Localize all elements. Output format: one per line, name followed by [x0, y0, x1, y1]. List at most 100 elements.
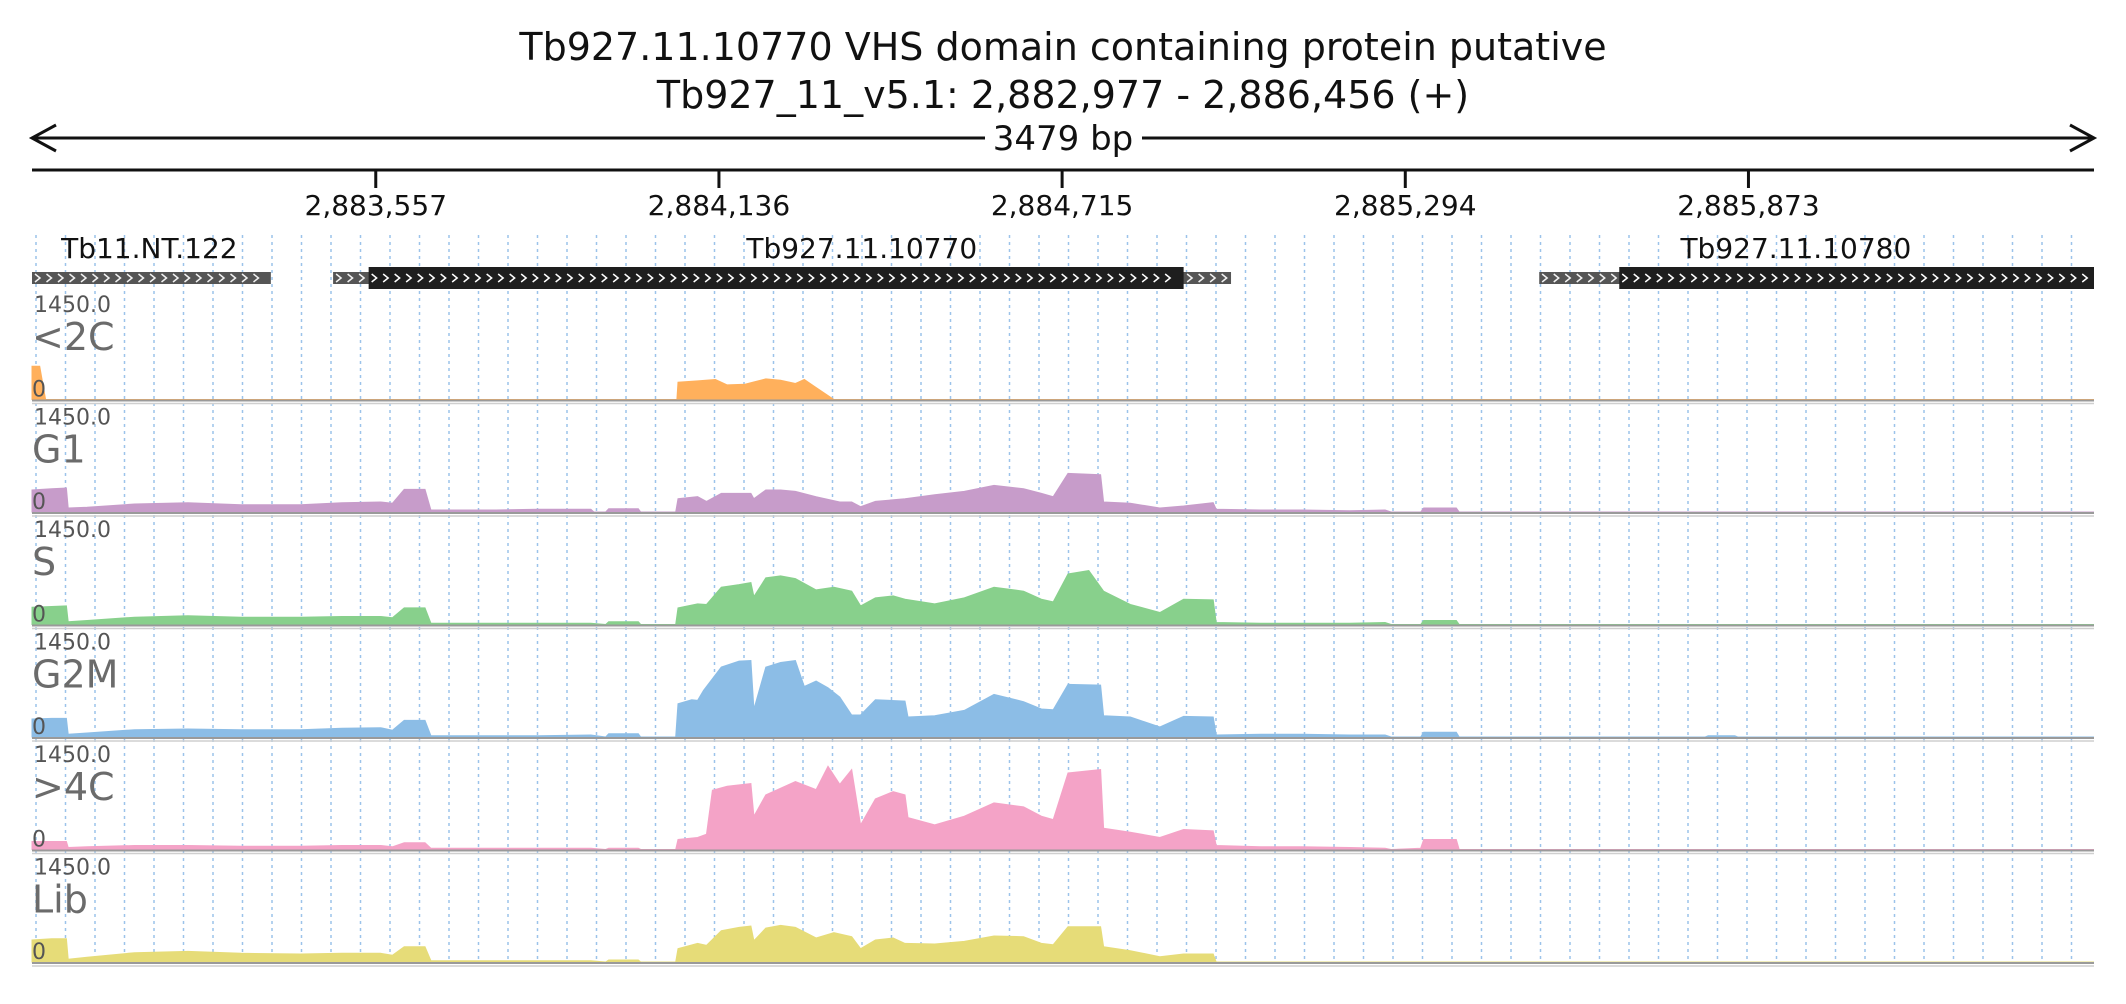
strand-chevron	[2081, 273, 2089, 283]
strand-chevron	[1828, 273, 1836, 283]
strand-chevron	[358, 273, 366, 283]
track-name: <2C	[32, 315, 115, 359]
strand-chevron	[578, 273, 585, 283]
strand-chevron	[417, 273, 424, 283]
gene-model: Tb11.NT.122	[32, 232, 271, 284]
strand-chevron	[509, 273, 516, 283]
strand-chevron	[831, 273, 838, 283]
strand-chevron	[1863, 273, 1870, 283]
strand-chevron	[1794, 273, 1801, 283]
strand-chevron	[1576, 273, 1583, 283]
coverage-track: 1450.0 0 <2C	[31, 293, 2094, 405]
gene-label: Tb927.11.10770	[745, 232, 977, 265]
strand-chevron	[693, 273, 700, 283]
strand-chevron	[1049, 273, 1057, 283]
strand-chevron	[253, 273, 260, 283]
strand-chevron	[1038, 273, 1045, 283]
strand-chevron	[57, 273, 65, 283]
strand-chevron	[184, 273, 191, 283]
strand-chevron	[1553, 273, 1560, 283]
strand-chevron	[1955, 273, 1962, 283]
strand-chevron	[1874, 273, 1882, 283]
strand-chevron	[1920, 273, 1928, 283]
strand-chevron	[1817, 273, 1824, 283]
gene-track: Tb11.NT.122 Tb927.11.10770 Tb927.11.10780	[32, 232, 2094, 289]
strand-chevron	[980, 273, 988, 283]
strand-chevron	[923, 273, 930, 283]
gene-model: Tb927.11.10770	[333, 232, 1232, 289]
strand-chevron	[230, 273, 237, 283]
strand-chevron	[1989, 273, 1997, 283]
strand-chevron	[2058, 273, 2066, 283]
strand-chevron	[1725, 273, 1732, 283]
axis-tick-label: 2,885,873	[1677, 189, 1820, 222]
gene-utr	[32, 272, 271, 284]
strand-chevron	[1130, 273, 1137, 283]
strand-chevron	[195, 273, 203, 283]
strand-chevron	[1805, 273, 1813, 283]
strand-chevron	[451, 273, 459, 283]
strand-chevron	[2012, 273, 2020, 283]
strand-chevron	[347, 273, 354, 283]
strand-chevron	[46, 273, 53, 283]
strand-chevron	[543, 273, 551, 283]
track-ymin-label: 0	[32, 828, 46, 853]
strand-chevron	[1564, 273, 1572, 283]
track-ymin-label: 0	[32, 378, 46, 403]
strand-chevron	[497, 273, 505, 283]
strand-chevron	[1851, 273, 1859, 283]
strand-chevron	[854, 273, 861, 283]
strand-chevron	[1886, 273, 1893, 283]
track-ymax-label: 1450.0	[34, 631, 111, 656]
strand-chevron	[394, 273, 401, 283]
track-name: S	[32, 540, 56, 584]
strand-chevron	[1221, 273, 1228, 283]
strand-chevron	[819, 273, 827, 283]
strand-chevron	[1541, 273, 1549, 283]
span-label: 3479 bp	[993, 119, 1134, 159]
strand-chevron	[739, 273, 746, 283]
strand-chevron	[1599, 273, 1606, 283]
span-arrow-right	[2069, 123, 2098, 153]
strand-chevron	[1186, 273, 1194, 283]
strand-chevron	[532, 273, 539, 283]
strand-chevron	[463, 273, 470, 283]
strand-chevron	[428, 273, 436, 283]
strand-chevron	[2035, 273, 2043, 283]
strand-chevron	[911, 273, 919, 283]
strand-chevron	[1107, 273, 1114, 283]
coverage-tracks: 1450.00<2C1450.00G11450.00S1450.00G2M145…	[31, 293, 2094, 967]
strand-chevron	[796, 273, 804, 283]
strand-chevron	[115, 273, 122, 283]
strand-chevron	[670, 273, 677, 283]
strand-chevron	[1679, 273, 1686, 283]
strand-chevron	[474, 273, 482, 283]
strand-chevron	[1587, 273, 1595, 283]
coverage-area	[31, 659, 2094, 738]
strand-chevron	[1164, 273, 1172, 283]
strand-chevron	[624, 273, 631, 283]
strand-chevron	[1897, 273, 1905, 283]
strand-chevron	[1932, 273, 1939, 283]
strand-chevron	[1644, 273, 1652, 283]
chart-title-line1: Tb927.11.10770 VHS domain containing pro…	[518, 25, 1606, 69]
strand-chevron	[1633, 273, 1640, 283]
strand-chevron	[103, 273, 111, 283]
coverage-track: 1450.0 0 G2M	[31, 631, 2094, 742]
strand-chevron	[635, 273, 643, 283]
strand-chevron	[808, 273, 815, 283]
strand-chevron	[1782, 273, 1790, 283]
strand-chevron	[382, 273, 390, 283]
strand-chevron	[1713, 273, 1721, 283]
strand-chevron	[1610, 273, 1618, 283]
strand-chevron	[612, 273, 620, 283]
coverage-area	[31, 765, 2094, 851]
strand-chevron	[785, 273, 792, 283]
strand-chevron	[1061, 273, 1068, 283]
strand-chevron	[716, 273, 723, 283]
strand-chevron	[1759, 273, 1767, 283]
strand-chevron	[647, 273, 654, 283]
strand-chevron	[750, 273, 758, 283]
strand-chevron	[555, 273, 562, 283]
strand-chevron	[1656, 273, 1663, 283]
